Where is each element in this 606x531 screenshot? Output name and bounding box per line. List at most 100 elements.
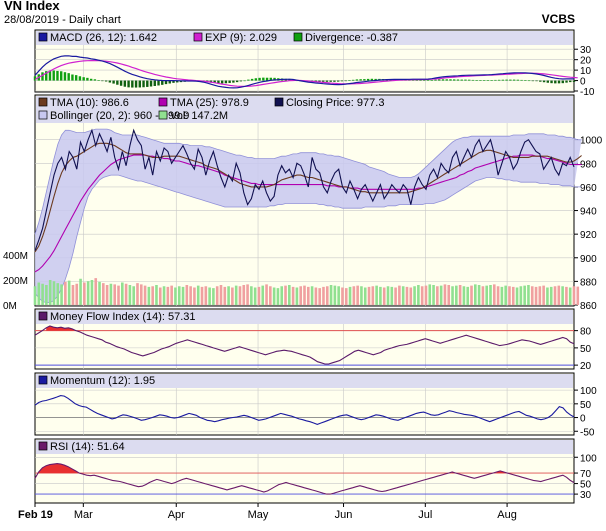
volume-bar bbox=[162, 286, 166, 305]
legend-swatch bbox=[38, 441, 48, 451]
volume-bar bbox=[90, 280, 94, 305]
divergence-bar bbox=[423, 80, 426, 81]
volume-bar bbox=[45, 285, 48, 305]
divergence-bar bbox=[351, 79, 355, 81]
price-ytick-label: 940 bbox=[580, 207, 597, 218]
volume-bar bbox=[284, 285, 287, 305]
volume-bar bbox=[348, 286, 352, 305]
divergence-bar bbox=[213, 80, 216, 84]
legend-label: Vol: 147.2M bbox=[170, 110, 228, 122]
volume-bar bbox=[265, 284, 268, 305]
divergence-bar bbox=[531, 80, 535, 82]
volume-bar bbox=[375, 285, 378, 305]
volume-bar bbox=[496, 286, 500, 305]
volume-bar bbox=[542, 285, 545, 305]
divergence-bar bbox=[220, 80, 224, 84]
volume-bar bbox=[436, 286, 439, 305]
volume-bar bbox=[257, 286, 261, 305]
price-ytick-label: 900 bbox=[580, 254, 597, 265]
divergence-bar bbox=[569, 80, 572, 83]
rsi-ytick-label: 100 bbox=[580, 453, 597, 464]
divergence-bar bbox=[164, 80, 168, 85]
volume-bar bbox=[219, 285, 223, 305]
divergence-bar bbox=[265, 77, 269, 81]
divergence-bar bbox=[438, 79, 441, 81]
legend-label: Divergence: -0.387 bbox=[305, 32, 398, 44]
volume-bar bbox=[546, 287, 549, 305]
volume-bar bbox=[352, 286, 356, 305]
volume-bar bbox=[553, 286, 557, 305]
volume-bar bbox=[341, 287, 344, 305]
volume-bar bbox=[527, 285, 530, 305]
divergence-bar bbox=[71, 74, 74, 81]
divergence-bar bbox=[453, 79, 456, 81]
price-ytick-label: 1000 bbox=[580, 136, 603, 147]
volume-bar bbox=[193, 287, 196, 305]
divergence-bar bbox=[45, 71, 48, 81]
divergence-bar bbox=[475, 80, 478, 81]
volume-bar bbox=[181, 286, 185, 305]
mfi-overbought-fill bbox=[46, 326, 76, 331]
divergence-bar bbox=[74, 75, 78, 81]
divergence-bar bbox=[527, 80, 531, 82]
volume-bar bbox=[253, 287, 257, 305]
volume-bar bbox=[52, 281, 56, 305]
divergence-bar bbox=[497, 79, 501, 81]
legend-band bbox=[36, 374, 573, 388]
volume-bar bbox=[530, 286, 534, 305]
divergence-bar bbox=[482, 80, 486, 81]
volume-bar bbox=[344, 288, 348, 305]
legend-label: Money Flow Index (14): 57.31 bbox=[50, 311, 196, 323]
volume-bar bbox=[200, 286, 204, 305]
volume-bar bbox=[474, 284, 477, 305]
volume-tick-label: 400M bbox=[3, 251, 28, 262]
volume-bar bbox=[166, 286, 170, 305]
x-axis: Feb 19 Mar Apr May Jun Jul Aug bbox=[18, 503, 517, 521]
volume-bar bbox=[470, 285, 473, 305]
divergence-bar bbox=[479, 80, 482, 81]
volume-tick-label: 200M bbox=[3, 276, 28, 287]
volume-bar bbox=[511, 286, 515, 305]
volume-bar bbox=[504, 285, 507, 305]
divergence-bar bbox=[333, 80, 336, 82]
divergence-bar bbox=[153, 80, 156, 86]
divergence-bar bbox=[93, 79, 97, 81]
volume-bar bbox=[98, 281, 101, 305]
tma10-line bbox=[34, 142, 582, 253]
legend-band bbox=[36, 31, 573, 45]
divergence-bar bbox=[157, 80, 160, 86]
volume-bar bbox=[71, 285, 75, 305]
divergence-bar bbox=[572, 80, 576, 82]
volume-bar bbox=[64, 281, 67, 305]
volume-bar bbox=[515, 287, 519, 305]
volume-bar bbox=[86, 281, 90, 305]
volume-bar bbox=[215, 286, 219, 305]
legend-label: MACD (26, 12): 1.642 bbox=[50, 32, 157, 44]
volume-bar bbox=[432, 285, 435, 305]
divergence-bar bbox=[232, 80, 235, 83]
volume-bar bbox=[75, 283, 79, 305]
volume-bar bbox=[139, 284, 143, 305]
divergence-bar bbox=[318, 80, 321, 82]
rsi-ytick-label: 50 bbox=[580, 480, 592, 491]
divergence-bar bbox=[119, 80, 123, 86]
momentum-ytick-label: 100 bbox=[580, 386, 597, 397]
volume-bar bbox=[325, 286, 329, 305]
divergence-bar bbox=[134, 80, 138, 88]
legend-swatch bbox=[38, 375, 48, 385]
price-ytick-label: 980 bbox=[580, 159, 597, 170]
volume-bar bbox=[462, 286, 466, 305]
legend-swatch bbox=[38, 110, 48, 120]
divergence-bar bbox=[524, 80, 527, 81]
divergence-bar bbox=[449, 79, 452, 81]
divergence-bar bbox=[329, 80, 332, 82]
divergence-bar bbox=[146, 80, 149, 87]
divergence-bar bbox=[138, 80, 142, 88]
volume-bar bbox=[329, 285, 333, 305]
divergence-bar bbox=[505, 79, 508, 81]
volume-bar bbox=[41, 283, 44, 305]
volume-bar bbox=[250, 286, 253, 305]
volume-bar bbox=[451, 286, 454, 305]
volume-bar bbox=[204, 286, 208, 305]
